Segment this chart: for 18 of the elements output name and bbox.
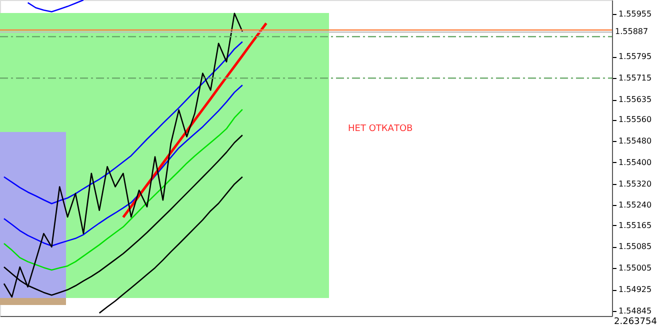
- y-tick-label: 1.55635: [618, 95, 652, 104]
- line-series: [27, 0, 84, 12]
- y-tick-label: 1.55560: [618, 115, 652, 124]
- y-tick-label: 1.55480: [618, 136, 652, 146]
- ref-line-label: 1.55887: [615, 27, 648, 36]
- y-tick-label: 1.55165: [618, 220, 652, 230]
- y-tick-label: 1.55955: [618, 9, 652, 18]
- y-tick-label: 1.55320: [618, 179, 652, 188]
- y-tick-label: 1.55795: [618, 52, 652, 62]
- text: 2.263754: [614, 317, 658, 326]
- y-tick-label: 1.54925: [618, 285, 652, 294]
- y-tick-label: 1.55715: [618, 74, 652, 83]
- annotation: НЕТ ОТКАТОВ: [348, 124, 413, 134]
- y-tick-label: 1.55240: [618, 200, 652, 210]
- y-tick-label: 1.55400: [618, 158, 652, 167]
- y-tick-label: 1.54845: [618, 306, 652, 316]
- y-tick-label: 1.55005: [618, 264, 652, 273]
- y-tick-label: 1.55085: [618, 242, 652, 252]
